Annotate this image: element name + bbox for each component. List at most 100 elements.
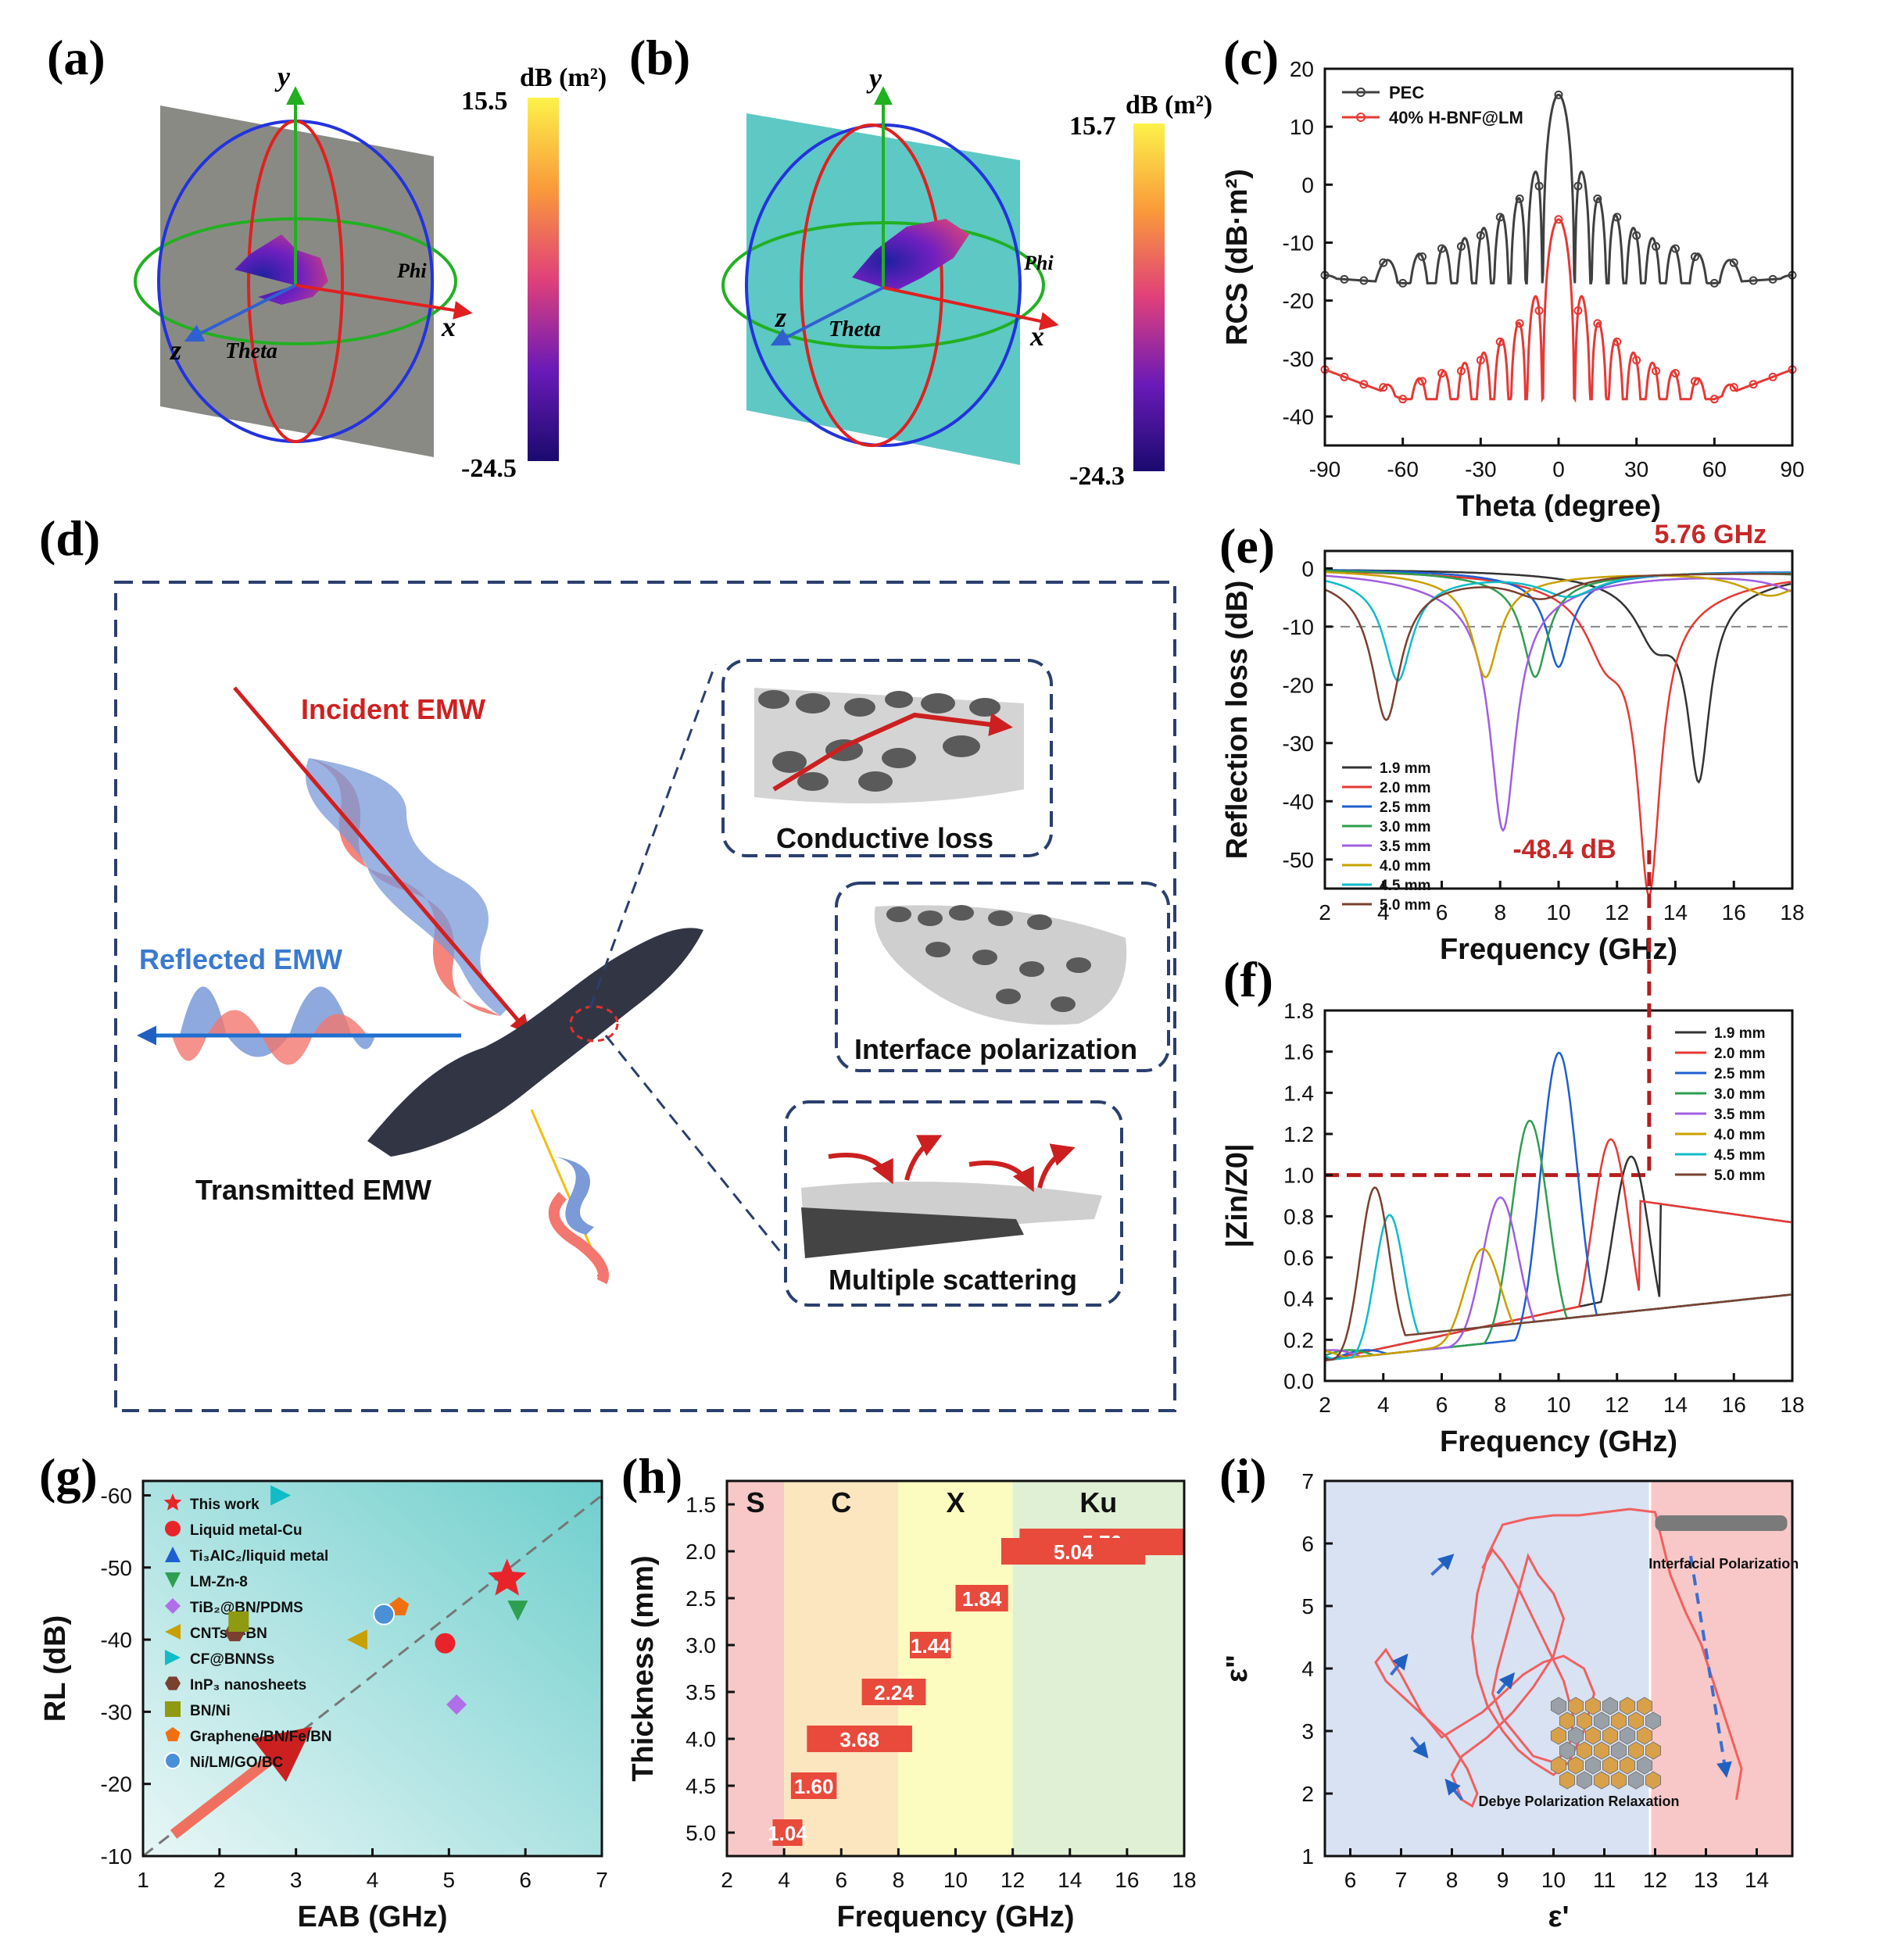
data-point: [1593, 319, 1602, 328]
y-tick-label: 2: [1301, 1782, 1314, 1806]
x-tick-label: 18: [1780, 900, 1804, 925]
legend-label: 4.0 mm: [1380, 858, 1430, 874]
chart-h: SCXKu5.765.041.841.442.243.681.601.04246…: [627, 1479, 1197, 1933]
data-point: [1495, 213, 1505, 222]
panel-label-f: (f): [1223, 952, 1273, 1007]
legend-marker-5: [165, 1624, 181, 1640]
legend-marker-6: [165, 1650, 181, 1665]
x-tick-label: 0: [1552, 457, 1565, 481]
legend-label: 2.5 mm: [1380, 799, 1430, 816]
panel-a: (a) y x z Theta Phi 15.5 -24.5 dB (m²): [47, 30, 607, 483]
data-point: [1709, 395, 1719, 404]
data-point: [1729, 383, 1738, 392]
legend-label: This work: [190, 1497, 260, 1513]
reflected-label: Reflected EMW: [139, 943, 342, 975]
interfacial-label: Interfacial Polarization: [1648, 1556, 1799, 1572]
data-point: [1749, 276, 1758, 285]
data-point: [1613, 337, 1622, 346]
x-tick-label: 18: [1780, 1393, 1804, 1417]
x-tick-label: 13: [1694, 1868, 1718, 1892]
data-point-10: [373, 1603, 396, 1626]
legend-marker-0: [163, 1493, 182, 1511]
y-tick-label: -10: [1283, 231, 1314, 255]
legend-marker-2: [165, 1547, 181, 1562]
chart-f: 1.9 mm 2.0 mm 2.5 mm 3.0 mm 3.5 mm 4.0 mm 4.5 …: [1221, 999, 1805, 1458]
y-tick-label: 2.5: [685, 1586, 716, 1611]
impedance-line-0: [1324, 1155, 1792, 1361]
legend-label: 3.0 mm: [1380, 819, 1430, 835]
y-tick-label: 10: [1290, 115, 1314, 139]
data-point: [1359, 380, 1369, 389]
x-tick-label: 11: [1593, 1868, 1616, 1892]
chart-i: Interfacial Polarization Debye Polarizati…: [1221, 1469, 1799, 1933]
y-axis-label: RCS (dB·m²): [1221, 169, 1254, 345]
legend-marker: [1356, 88, 1366, 97]
legend-label: Ti₃AlC₂/liquid metal: [190, 1548, 328, 1565]
y-axis-label: Reflection loss (dB): [1221, 581, 1254, 860]
eab-bar-label: 3.68: [839, 1728, 879, 1751]
rl-line-5: [1324, 570, 1792, 679]
y-tick-label: -20: [1283, 289, 1314, 313]
x-tick-label: 4: [778, 1868, 790, 1892]
series-line-1: [1324, 218, 1793, 403]
data-point: [1437, 369, 1446, 378]
reflected-wave-blue: [180, 986, 375, 1057]
z-axis-arrow: [184, 284, 296, 342]
eab-bar: [861, 1679, 926, 1705]
data-point: [1768, 372, 1777, 381]
legend-label: PEC: [1389, 83, 1424, 102]
x-tick-label: 2: [721, 1868, 733, 1892]
x-tick-label: 7: [596, 1868, 608, 1892]
legend-label: TiB₂@BN/PDMS: [190, 1600, 303, 1616]
y-tick-label: -30: [1283, 347, 1314, 371]
schematic-frame: [114, 581, 1176, 1412]
min-rl-annotation: -48.4 dB: [1512, 835, 1616, 864]
x-tick-label: 16: [1115, 1868, 1139, 1892]
trend-arrow: [1444, 1778, 1464, 1801]
data-point: [1398, 395, 1408, 404]
x-axis-label: ε': [1548, 1901, 1569, 1933]
x-tick-label: 10: [1546, 1393, 1570, 1417]
axis-x-label: x: [1029, 320, 1044, 352]
x-tick-label: 9: [1497, 1868, 1509, 1892]
data-point: [1456, 367, 1466, 376]
x-tick-label: 7: [1395, 1868, 1408, 1892]
data-point: [1515, 319, 1524, 328]
theta-label: Theta: [829, 317, 881, 342]
data-point: [1709, 278, 1719, 288]
transmitted-label: Transmitted EMW: [195, 1174, 431, 1206]
impedance-line-1: [1324, 1138, 1792, 1361]
x-tick-label: 2: [1319, 1393, 1331, 1417]
x-tick-label: 6: [1344, 1868, 1357, 1892]
particles: [886, 905, 1091, 1012]
eab-bar-label: 1.44: [911, 1634, 950, 1658]
scattering-label: Multiple scattering: [829, 1264, 1077, 1296]
chart-e: 1.9 mm 2.0 mm 2.5 mm 3.0 mm 3.5 mm 4.0 mm 4.5 …: [1221, 520, 1805, 966]
chart-c: PEC 40% H-BNF@LM -90 -60 -30 0 30 60 90 20 10 0 -10 -…: [1221, 57, 1805, 523]
scatter-arrow: [828, 1153, 893, 1185]
axis-z-label: z: [774, 302, 786, 333]
trend-arrow: [1409, 1736, 1429, 1759]
band-label: Ku: [1079, 1486, 1117, 1518]
theta-label: Theta: [225, 339, 277, 363]
eab-bar: [910, 1632, 951, 1658]
data-point-8: [228, 1611, 249, 1632]
data-point: [1379, 258, 1388, 267]
x-tick-label: 6: [1436, 1393, 1448, 1417]
data-point-4: [446, 1694, 467, 1715]
panel-label-b: (b): [629, 30, 690, 85]
interface-box: [835, 882, 1170, 1072]
data-point: [1554, 215, 1563, 224]
data-point: [1632, 231, 1641, 240]
legend-label: 4.5 mm: [1380, 878, 1430, 894]
data-point: [1652, 367, 1661, 376]
legend-label: 3.0 mm: [1714, 1086, 1765, 1103]
x-tick-label: 10: [943, 1868, 968, 1892]
x-tick-label: 14: [1058, 1868, 1082, 1892]
scatter-arrow: [904, 1135, 943, 1181]
panel-label-a: (a): [47, 30, 106, 85]
y-tick-label: -20: [101, 1772, 132, 1797]
legend-marker: [1356, 113, 1366, 122]
x-tick-label: 16: [1722, 900, 1746, 925]
